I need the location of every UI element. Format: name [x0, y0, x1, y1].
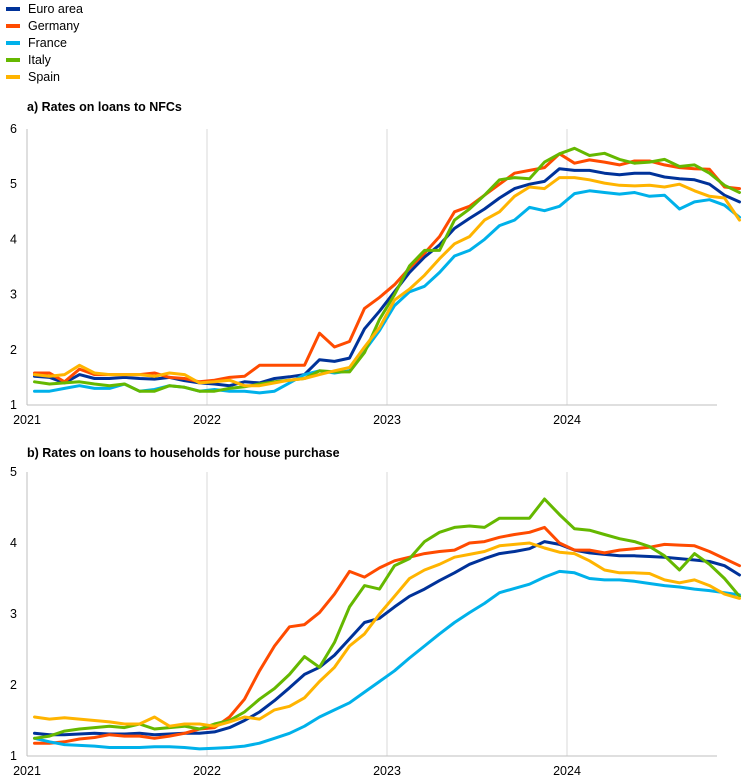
legend-label: Euro area [28, 1, 83, 16]
y-tick-label: 6 [10, 122, 17, 136]
legend-label: Spain [28, 69, 60, 84]
legend-item-france: France [6, 34, 83, 51]
x-tick-label: 2022 [193, 764, 221, 778]
legend-swatch [6, 57, 20, 62]
series-line-italy [33, 497, 741, 740]
series-line-italy [33, 146, 741, 393]
series-line-spain [33, 176, 741, 388]
y-tick-label: 5 [10, 177, 17, 191]
legend-swatch [6, 40, 20, 45]
x-tick-label: 2023 [373, 413, 401, 427]
y-tick-label: 3 [10, 607, 17, 621]
legend-swatch [6, 6, 20, 11]
legend-item-germany: Germany [6, 17, 83, 34]
series-line-france [33, 569, 741, 751]
legend-item-euro-area: Euro area [6, 0, 83, 17]
legend-item-italy: Italy [6, 51, 83, 68]
series-line-germany [33, 152, 741, 384]
x-tick-label: 2023 [373, 764, 401, 778]
chart-a-title: a) Rates on loans to NFCs [27, 100, 182, 114]
y-tick-label: 3 [10, 288, 17, 302]
series-line-euro-area [33, 167, 741, 388]
x-tick-label: 2021 [13, 764, 41, 778]
legend-label: Italy [28, 52, 51, 67]
y-tick-label: 4 [10, 536, 17, 550]
y-tick-label: 1 [10, 398, 17, 412]
series-line-euro-area [33, 540, 741, 737]
x-tick-label: 2024 [553, 764, 581, 778]
legend-item-spain: Spain [6, 68, 83, 85]
legend-swatch [6, 74, 20, 79]
y-tick-label: 5 [10, 465, 17, 479]
y-tick-label: 2 [10, 678, 17, 692]
legend: Euro area Germany France Italy Spain [6, 0, 83, 85]
y-tick-label: 4 [10, 232, 17, 246]
chart-b-title: b) Rates on loans to households for hous… [27, 446, 340, 460]
legend-label: Germany [28, 18, 80, 33]
x-tick-label: 2024 [553, 413, 581, 427]
legend-swatch [6, 23, 20, 28]
y-tick-label: 2 [10, 343, 17, 357]
series-line-germany [33, 525, 741, 745]
y-tick-label: 1 [10, 749, 17, 763]
x-tick-label: 2021 [13, 413, 41, 427]
x-tick-label: 2022 [193, 413, 221, 427]
legend-label: France [28, 35, 67, 50]
series-line-spain [33, 541, 741, 728]
